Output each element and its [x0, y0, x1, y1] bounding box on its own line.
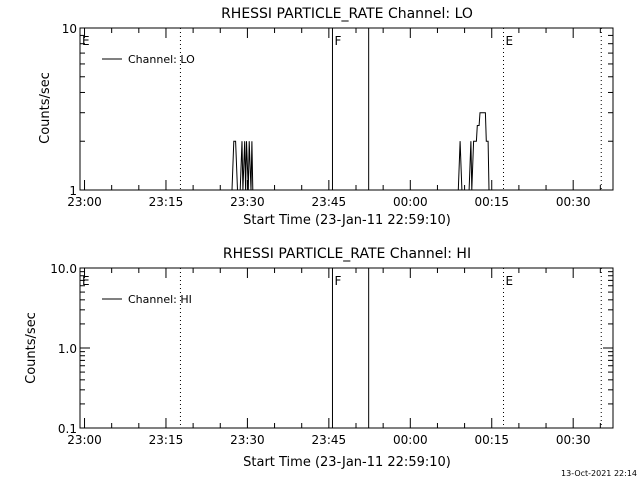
y-axis-label-lo: Counts/sec [38, 72, 53, 144]
marker-label: E [506, 34, 514, 48]
x-tick-label: 00:15 [474, 195, 509, 209]
y-tick-label: 1 [69, 184, 77, 198]
x-tick-label: 00:30 [556, 195, 591, 209]
x-axis-label-hi: Start Time (23-Jan-11 22:59:10) [243, 455, 451, 470]
series-line-lo-segment-1 [457, 112, 490, 191]
x-axis-label-lo: Start Time (23-Jan-11 22:59:10) [243, 213, 451, 228]
y-axis-label-hi: Counts/sec [24, 312, 39, 384]
y-tick-label: 0.1 [58, 422, 77, 436]
legend-label-hi: Channel: HI [128, 293, 192, 306]
marker-label: F [334, 274, 341, 288]
y-tick-label: 10 [62, 22, 77, 36]
x-tick-label: 00:30 [556, 433, 591, 447]
marker-label: E [82, 34, 90, 48]
x-tick-label: 23:45 [312, 195, 347, 209]
series-line-lo-segment-0 [231, 140, 254, 191]
x-tick-label: 00:00 [393, 195, 428, 209]
x-tick-label: 23:30 [230, 433, 265, 447]
x-tick-label: 23:15 [149, 195, 184, 209]
x-tick-label: 23:00 [67, 433, 102, 447]
marker-label: E [82, 274, 90, 288]
footer-timestamp: 13-Oct-2021 22:14 [561, 469, 637, 478]
x-tick-label: 00:15 [474, 433, 509, 447]
plot-hi: 0.1 1.0 10.0 23:00 23:15 23:30 23:45 00:00 00:15… [50, 262, 614, 447]
x-tick-label: 23:00 [67, 195, 102, 209]
marker-label: E [506, 274, 514, 288]
x-tick-label: 23:30 [230, 195, 265, 209]
chart-title-hi: RHESSI PARTICLE_RATE Channel: HI [223, 246, 471, 262]
chart-title-lo: RHESSI PARTICLE_RATE Channel: LO [221, 6, 473, 22]
x-tick-label: 00:00 [393, 433, 428, 447]
marker-label: F [334, 34, 341, 48]
y-tick-label: 10.0 [50, 262, 77, 276]
y-tick-label: 1.0 [58, 342, 77, 356]
x-tick-label: 23:45 [312, 433, 347, 447]
x-tick-label: 23:15 [149, 433, 184, 447]
legend-label-lo: Channel: LO [128, 53, 195, 66]
plot-lo: 1 10 23:00 23:15 23:30 23:45 00:00 00:15 00:30 E F… [62, 22, 614, 209]
